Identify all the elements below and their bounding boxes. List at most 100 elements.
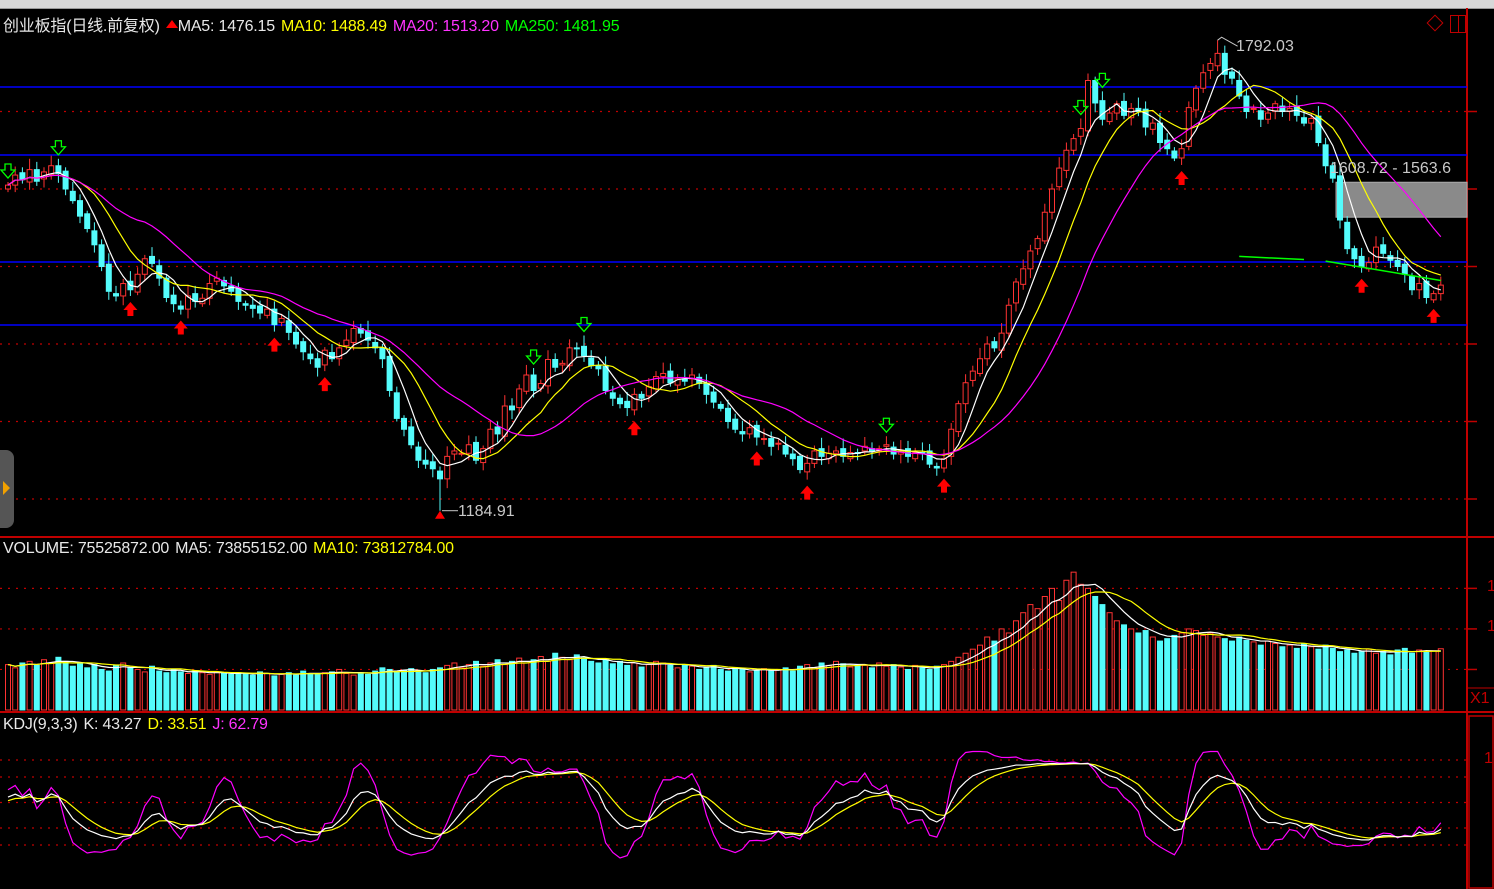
candle-up bbox=[883, 444, 890, 447]
volume-bar-down bbox=[379, 667, 386, 711]
volume-bar-up bbox=[955, 656, 962, 711]
candle-down bbox=[257, 305, 263, 314]
volume-bar-up bbox=[343, 673, 350, 711]
volume-bar-up bbox=[199, 672, 206, 711]
candle-down bbox=[768, 438, 775, 447]
volume-bar-down bbox=[33, 664, 40, 711]
volume-bar-up bbox=[1085, 587, 1091, 711]
buy-signal-arrow-icon bbox=[1354, 278, 1369, 293]
candle-down bbox=[530, 374, 537, 391]
buy-signal-arrow-icon bbox=[1174, 170, 1189, 185]
volume-bar-down bbox=[717, 668, 724, 711]
candle-down bbox=[98, 244, 105, 268]
candle-down bbox=[739, 431, 746, 435]
candle-down bbox=[429, 461, 436, 470]
volume-bar-up bbox=[26, 660, 33, 711]
volume-bar-down bbox=[1279, 646, 1286, 711]
candle-down bbox=[156, 265, 163, 279]
candle-down bbox=[285, 320, 292, 333]
volume-bar-up bbox=[1437, 648, 1444, 711]
volume-bar-up bbox=[516, 657, 523, 711]
volume-bar-down bbox=[703, 667, 710, 711]
candle-down bbox=[581, 345, 587, 357]
volume-axis-tick: 1 bbox=[1487, 578, 1494, 595]
buy-signal-arrow-icon bbox=[800, 485, 815, 500]
candle-up bbox=[1005, 304, 1012, 334]
volume-bar-down bbox=[170, 668, 177, 711]
candle-down bbox=[69, 190, 76, 202]
candle-up bbox=[566, 347, 573, 367]
candle-down bbox=[926, 450, 933, 465]
candle-down bbox=[1329, 165, 1336, 179]
candle-up bbox=[1027, 250, 1034, 270]
volume-bar-down bbox=[62, 660, 69, 711]
volume-bar-up bbox=[444, 664, 451, 711]
volume-bar-down bbox=[91, 664, 98, 711]
candle-down bbox=[408, 426, 415, 446]
volume-bar-down bbox=[1257, 644, 1264, 711]
expand-tab-icon[interactable] bbox=[0, 450, 14, 528]
candle-down bbox=[789, 453, 796, 460]
candle-down bbox=[609, 392, 616, 399]
volume-bar-down bbox=[1121, 624, 1127, 711]
ma250-line bbox=[1239, 255, 1305, 261]
volume-bar-up bbox=[941, 664, 947, 711]
candle-down bbox=[33, 169, 40, 182]
candle-down bbox=[573, 347, 580, 350]
sell-signal-arrow-icon bbox=[49, 140, 67, 156]
volume-bar-down bbox=[681, 664, 688, 711]
volume-bar-down bbox=[1351, 652, 1358, 711]
volume-bar-up bbox=[1272, 643, 1279, 711]
volume-bar-up bbox=[458, 667, 465, 711]
candle-up bbox=[1430, 293, 1437, 301]
volume-bar-up bbox=[1286, 644, 1293, 711]
candle-up bbox=[1106, 112, 1113, 123]
kdj-j-label: J: 62.79 bbox=[212, 716, 268, 733]
candle-down bbox=[228, 285, 235, 292]
volume-bar-down bbox=[293, 674, 299, 711]
volume-bar-down bbox=[1164, 638, 1171, 711]
candle-down bbox=[1358, 255, 1365, 267]
volume-bar-up bbox=[674, 667, 681, 711]
volume-bar-down bbox=[609, 663, 616, 711]
candle-down bbox=[638, 393, 645, 399]
volume-bar-down bbox=[365, 673, 371, 711]
volume-bar-down bbox=[732, 667, 739, 711]
candle-down bbox=[588, 357, 595, 367]
candle-up bbox=[674, 378, 681, 386]
volume-bar-down bbox=[797, 665, 803, 711]
candle-up bbox=[761, 438, 767, 441]
volume-bar-down bbox=[617, 660, 623, 711]
up-arrow-icon bbox=[165, 20, 178, 28]
ma250-label: MA250: 1481.95 bbox=[504, 18, 620, 35]
volume-bar-down bbox=[1243, 639, 1250, 711]
candle-down bbox=[105, 263, 112, 292]
sell-signal-arrow-icon bbox=[575, 316, 593, 333]
volume-bar-up bbox=[948, 660, 955, 711]
candle-down bbox=[386, 355, 393, 391]
candle-down bbox=[494, 426, 501, 435]
candle-up bbox=[833, 450, 839, 454]
candle-up bbox=[343, 339, 350, 347]
volume-bar-down bbox=[768, 670, 775, 711]
candle-down bbox=[717, 403, 724, 409]
volume-bar-up bbox=[1207, 632, 1214, 711]
candle-up bbox=[977, 358, 983, 374]
volume-bar-down bbox=[386, 668, 393, 711]
volume-bar-down bbox=[1344, 649, 1351, 711]
low-price-label: 1184.91 bbox=[458, 503, 515, 520]
candle-down bbox=[77, 200, 83, 217]
volume-bar-down bbox=[329, 671, 335, 711]
volume-bar-up bbox=[645, 664, 652, 711]
candle-up bbox=[948, 428, 955, 457]
candle-down bbox=[1337, 175, 1343, 221]
volume-bar-down bbox=[933, 665, 940, 711]
volume-bar-up bbox=[1265, 640, 1271, 711]
candle-down bbox=[422, 459, 429, 465]
candle-down bbox=[840, 448, 847, 457]
volume-bar-up bbox=[1365, 648, 1372, 711]
panel-layout-icon[interactable] bbox=[1450, 15, 1466, 33]
volume-bar-up bbox=[141, 671, 148, 711]
volume-bar-up bbox=[487, 662, 494, 711]
